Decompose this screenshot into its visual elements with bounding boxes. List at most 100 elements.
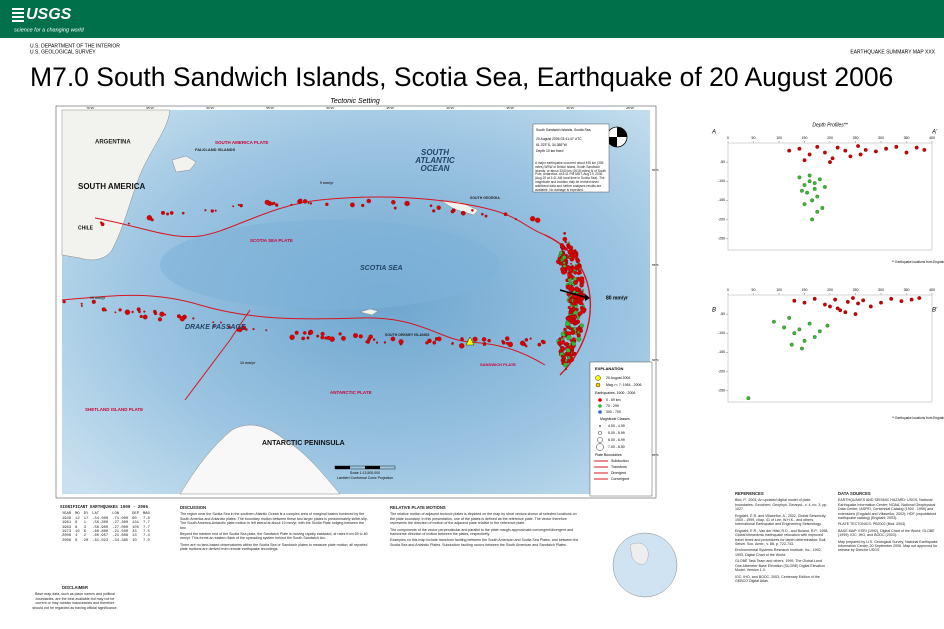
cell: 7.7 (143, 521, 150, 526)
quake (294, 330, 299, 335)
data-sources: DATA SOURCES EARTHQUAKES AND SEISMIC HAZA… (838, 491, 938, 555)
quake (153, 311, 158, 316)
quake (179, 316, 185, 322)
latitude: 60°S (652, 358, 659, 362)
quake (425, 341, 429, 345)
profile-note: ** Earthquake locations from Engdahl, un… (892, 260, 944, 264)
point (851, 296, 855, 300)
profile-end: A (711, 130, 716, 136)
cell: 7.4 (143, 534, 150, 539)
quake (210, 209, 214, 213)
quake (212, 321, 215, 324)
point (807, 173, 812, 178)
cell: 1973 (62, 530, 72, 535)
quake (563, 362, 568, 368)
point (845, 299, 850, 304)
quake (383, 341, 387, 344)
paragraph: GLOBE Task Team and others, 1999, The Gl… (735, 559, 826, 573)
legend-swatch (598, 404, 602, 408)
quake (237, 203, 240, 206)
quake (562, 255, 567, 260)
quake (571, 341, 576, 347)
point (828, 160, 832, 165)
quake (563, 232, 566, 235)
legend-text: 20 August 2006 (606, 376, 630, 380)
point (815, 194, 820, 199)
point (874, 149, 878, 154)
quake (565, 268, 568, 271)
quake (320, 331, 325, 336)
quake (574, 264, 577, 266)
legend-text: Mag >= 7: 1964 - 2006 (606, 383, 641, 387)
map-label: SOUTH AMERICA PLATE (215, 140, 268, 145)
quake (290, 203, 293, 206)
column-header: DEP (132, 512, 139, 517)
survey: U.S. GEOLOGICAL SURVEY (30, 49, 96, 55)
quake (559, 251, 563, 255)
point (884, 146, 888, 151)
quake (358, 334, 363, 339)
quake (561, 248, 564, 251)
cell: 10 (75, 530, 80, 535)
profile-frame (727, 294, 933, 403)
quake (582, 303, 584, 306)
quake (578, 288, 581, 291)
arrowhead (585, 294, 590, 301)
quake (559, 256, 562, 258)
quake (289, 334, 295, 340)
quake (245, 328, 248, 331)
quake (169, 211, 174, 215)
table-title: SIGNIFICANT EARTHQUAKES 1900 - 2006 (60, 506, 148, 510)
x-tick-label: 0 (727, 288, 729, 292)
point (856, 301, 860, 306)
point (800, 346, 804, 351)
table: YEAR MO DY LAT LON DEP MAG 1949 12 17 -54.000 -71.0… (60, 512, 152, 543)
quake (571, 327, 574, 330)
column-header: YEAR (62, 512, 72, 517)
map-label: 19 mm/yr (90, 296, 106, 300)
point (810, 198, 815, 203)
cell: -21.606 (112, 534, 129, 539)
profile-note: ** Earthquake locations from Engdahl, un… (892, 416, 944, 420)
quake (429, 204, 433, 208)
heading: REFERENCES (735, 491, 764, 496)
x-tick-label: 150 (802, 136, 808, 140)
point (802, 158, 807, 163)
quake (131, 310, 134, 314)
quake (578, 271, 582, 275)
cell: -71.000 (112, 516, 129, 521)
legend-text: Convergent (611, 477, 629, 481)
quake (567, 241, 570, 244)
quake (366, 340, 370, 344)
quake (472, 336, 478, 342)
cell: -60.957 (92, 534, 109, 539)
quake (572, 317, 576, 320)
legend-swatch (598, 410, 602, 414)
quake (578, 290, 581, 293)
legend-size (597, 437, 603, 443)
quake (576, 336, 582, 342)
globe-land (629, 542, 649, 565)
quake (577, 330, 580, 334)
quake (568, 281, 573, 286)
quake (576, 315, 580, 320)
quake (265, 329, 268, 332)
cell: -60.800 (92, 530, 109, 535)
quake (391, 200, 396, 205)
page-title: M7.0 South Sandwich Islands, Scotia Sea,… (30, 62, 893, 92)
paragraph: Bird, P., 2003, An updated digital model… (735, 498, 828, 512)
quake (272, 201, 276, 205)
point (802, 202, 807, 207)
cell: -56.300 (92, 521, 109, 526)
quake (562, 337, 565, 340)
longitude: 55°W (266, 106, 274, 110)
quake (80, 302, 83, 305)
column-header: DY (83, 512, 89, 517)
quake (505, 336, 510, 341)
quake (325, 202, 329, 206)
quake (566, 353, 570, 357)
y-tick-label: -250 (718, 236, 725, 240)
heading: DISCLAIMER (61, 585, 89, 590)
quake (146, 215, 152, 221)
